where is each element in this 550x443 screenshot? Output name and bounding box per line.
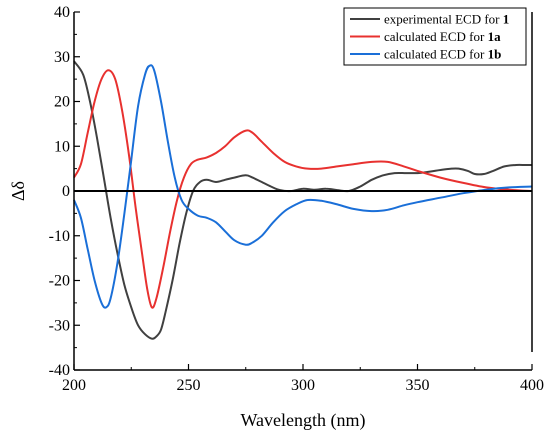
series-line-2 xyxy=(73,69,533,309)
y-axis-title: Δδ xyxy=(8,181,28,201)
x-tick-label: 350 xyxy=(406,377,430,394)
x-tick-label: 250 xyxy=(177,377,201,394)
x-tick-label: 400 xyxy=(520,377,544,394)
y-tick-label: -30 xyxy=(49,317,70,334)
legend: experimental ECD for 1 calculated ECD for… xyxy=(343,7,527,66)
x-axis-ticks: 200 250 300 350 400 xyxy=(62,364,544,394)
legend-label-1: experimental ECD for 1 xyxy=(384,12,509,27)
x-axis-title: Wavelength (nm) xyxy=(240,410,365,431)
x-tick-label: 200 xyxy=(62,377,86,394)
y-tick-label: -20 xyxy=(49,273,70,290)
legend-label-3: calculated ECD for 1b xyxy=(384,47,501,62)
series-line-1 xyxy=(73,60,532,340)
series-layer xyxy=(73,60,533,340)
legend-label-2: calculated ECD for 1a xyxy=(384,29,501,44)
y-tick-label: 10 xyxy=(54,138,70,155)
y-tick-label: 40 xyxy=(54,4,70,21)
y-tick-label: -40 xyxy=(49,362,70,379)
series-line-3 xyxy=(73,64,533,309)
y-tick-label: 30 xyxy=(54,49,70,66)
y-tick-label: -10 xyxy=(49,228,70,245)
y-tick-label: 20 xyxy=(54,94,70,111)
y-tick-label: 0 xyxy=(62,183,70,200)
x-tick-label: 300 xyxy=(291,377,315,394)
